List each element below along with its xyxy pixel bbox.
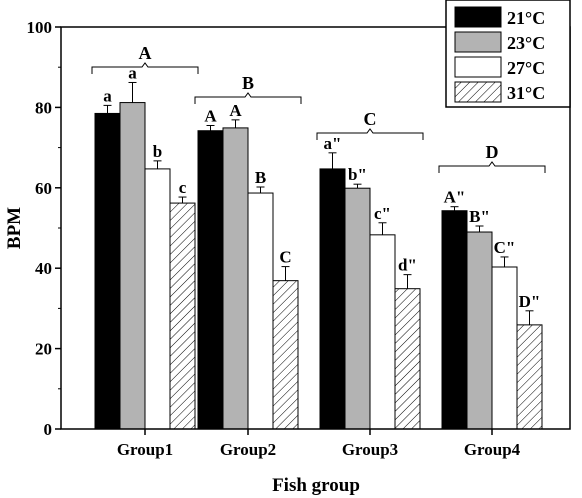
y-tick-label-3: 60 (35, 179, 52, 198)
legend-label-3: 27°C (507, 58, 545, 78)
x-tick-label-1: Group2 (220, 440, 276, 459)
legend-label-1: 21°C (507, 8, 545, 28)
y-tick-label-1: 20 (35, 340, 52, 359)
legend-swatch-4 (454, 81, 502, 103)
group-bracket-4 (438, 161, 546, 173)
bar-g3-s2 (344, 187, 371, 430)
significance-letter-g1-s4: c (179, 178, 187, 197)
significance-letter-g4-s3: C" (494, 238, 516, 257)
group-bracket-1 (91, 62, 199, 74)
significance-letter-g3-s4: d" (398, 256, 417, 275)
significance-letter-g3-s2: b" (348, 165, 367, 184)
bar-g1-s4 (169, 202, 196, 430)
bar-g1-s3 (144, 168, 171, 430)
bar-g2-s1 (197, 130, 224, 430)
significance-letter-g2-s2: A (229, 101, 242, 120)
bar-g3-s3 (369, 234, 396, 430)
significance-letter-g1-s2: a (128, 63, 137, 82)
bar-g2-s3 (247, 192, 274, 430)
y-axis-label: BPM (4, 207, 25, 249)
bar-g2-s2 (222, 127, 249, 430)
significance-letter-g1-s1: a (103, 86, 112, 105)
bars (94, 102, 543, 430)
significance-letter-g1-s3: b (153, 142, 162, 161)
group-bracket-2 (194, 92, 302, 104)
y-axis: 0 20 40 60 80 100 (27, 18, 61, 439)
significance-letter-g4-s1: A" (444, 188, 466, 207)
bar-g3-s4 (394, 288, 421, 430)
x-tick-label-3: Group4 (464, 440, 521, 459)
group-letter-3: C (364, 109, 377, 129)
group-letter-4: D (486, 142, 499, 162)
x-axis: Group1 Group2 Group3 Group4 (117, 429, 521, 459)
legend-swatch-1 (454, 6, 502, 28)
group-letter-1: A (139, 43, 152, 63)
x-tick-label-0: Group1 (117, 440, 173, 459)
legend-label-2: 23°C (507, 33, 545, 53)
significance-letter-g2-s3: B (255, 168, 266, 187)
bar-g2-s4 (272, 280, 299, 430)
y-tick-label-2: 40 (35, 259, 52, 278)
legend: 21°C 23°C 27°C 31°C (445, 0, 571, 108)
error-bars (103, 81, 534, 325)
significance-letter-g2-s1: A (204, 106, 217, 125)
x-axis-label: Fish group (272, 475, 360, 496)
group-bracket-3 (316, 128, 424, 140)
significance-letter-g4-s2: B" (469, 207, 490, 226)
y-tick-label-5: 100 (27, 18, 53, 37)
significance-letter-g3-s1: a" (324, 134, 342, 153)
significance-letter-g4-s4: D" (519, 292, 541, 311)
significance-letter-g2-s4: C (279, 248, 291, 267)
bar-g4-s1 (441, 210, 468, 430)
bar-g1-s2 (119, 102, 146, 430)
legend-swatch-3 (454, 56, 502, 78)
bar-g4-s3 (491, 266, 518, 430)
bar-g4-s2 (466, 231, 493, 430)
x-tick-label-2: Group3 (342, 440, 398, 459)
bar-g1-s1 (94, 112, 121, 430)
group-letter-2: B (242, 73, 254, 93)
bar-g3-s1 (319, 168, 346, 430)
legend-swatch-2 (454, 31, 502, 53)
y-tick-label-4: 80 (35, 98, 52, 117)
legend-label-4: 31°C (507, 83, 545, 103)
significance-letter-g3-s3: c" (374, 204, 391, 223)
y-tick-label-0: 0 (44, 420, 53, 439)
bar-g4-s4 (516, 324, 543, 430)
